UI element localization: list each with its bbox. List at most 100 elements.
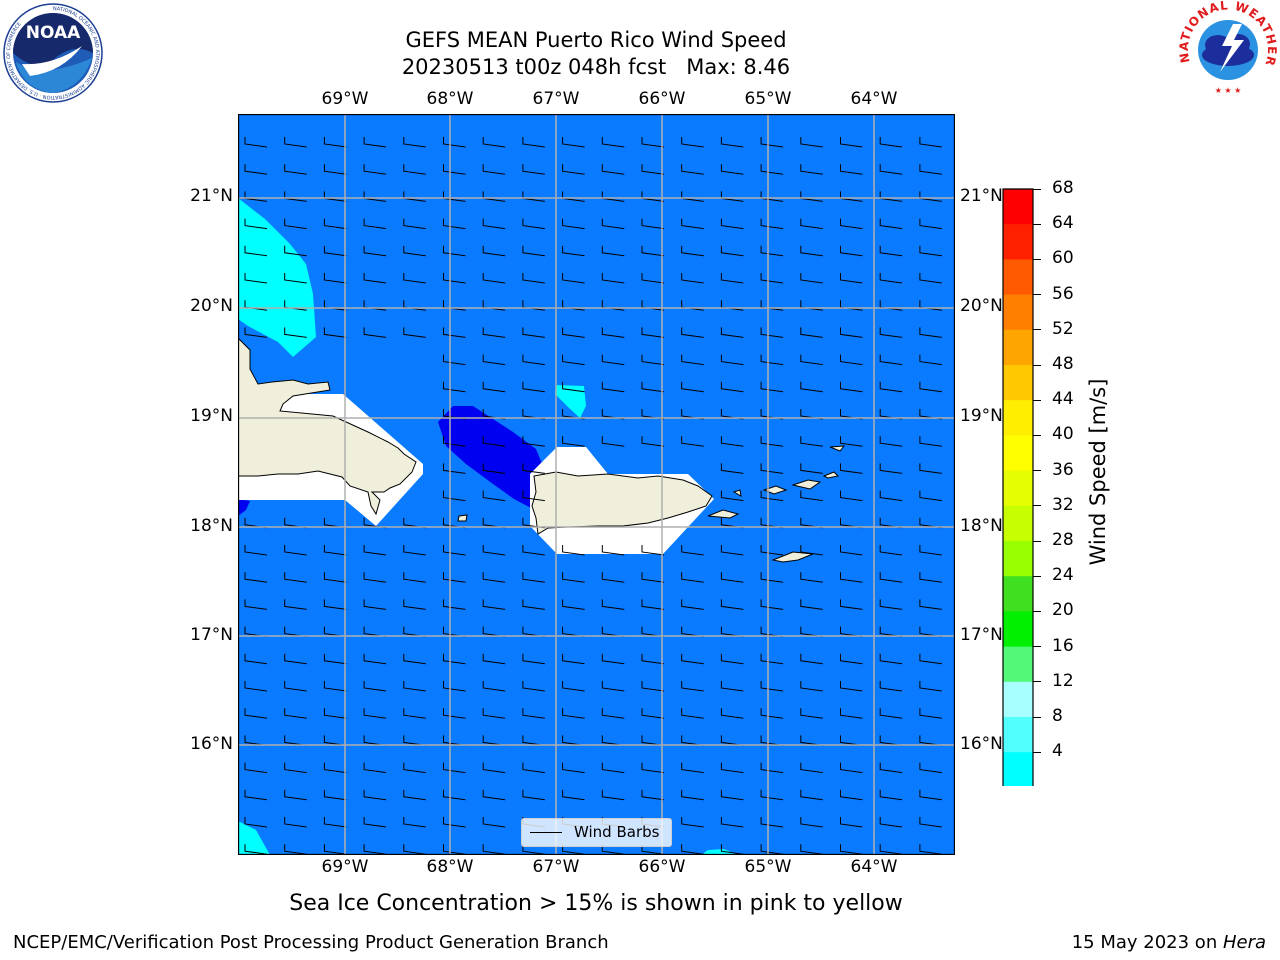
wind-barb (323, 789, 347, 801)
legend-label: Wind Barbs (574, 823, 660, 841)
wind-barb (601, 354, 625, 366)
wind-barb (919, 572, 942, 583)
wind-barb (919, 817, 942, 828)
wind-barb (244, 817, 268, 828)
wind-barb (443, 245, 466, 257)
lon-label-bottom-69w: 69°W (321, 857, 369, 877)
wind-barb (443, 381, 466, 393)
noaa-logo: NOAA NATIONAL OCEANIC AND ATMOSPHERIC AD… (3, 3, 103, 103)
wind-barb (879, 653, 903, 665)
colorbar-outline (1002, 188, 1034, 786)
wind-barb (363, 300, 387, 311)
colorbar-segment (1003, 435, 1033, 472)
wind-barb (363, 218, 387, 230)
wind-barb (522, 164, 545, 175)
wind-barb (840, 789, 863, 801)
anegada-island (829, 445, 846, 452)
wind-barb (641, 599, 665, 610)
lat-label-left-19n: 19°N (190, 406, 233, 426)
wind-barb (879, 327, 903, 338)
wind-barb (760, 844, 784, 855)
wind-barb (363, 708, 387, 719)
wind-barb (800, 599, 823, 610)
wind-barb (323, 708, 347, 719)
wind-barb (284, 844, 307, 855)
wind-barb (840, 572, 863, 583)
wind-barb (323, 164, 347, 175)
wind-barb (482, 708, 506, 719)
wind-barb (323, 572, 347, 583)
wind-barb (323, 599, 347, 610)
wind-barb (800, 354, 823, 366)
wind-barb (720, 137, 744, 148)
wind-barb (919, 218, 942, 230)
wind-barb (562, 164, 585, 175)
wind-barb (443, 599, 466, 610)
lon-label-top-64w: 64°W (850, 89, 898, 109)
wind-barb (720, 789, 744, 801)
wind-barb (443, 789, 466, 801)
colorbar-tick-label: 24 (1052, 565, 1074, 586)
wind-barb (363, 273, 387, 284)
wind-barb (562, 245, 585, 257)
wind-barb (641, 762, 665, 774)
wind-barb (323, 817, 347, 828)
wind-barb (244, 164, 268, 175)
wind-barb (641, 708, 665, 719)
wind-barb (363, 545, 387, 556)
wind-barb (641, 273, 665, 284)
wind-barb (601, 572, 625, 583)
wind-barb (681, 681, 704, 692)
wind-barb (244, 300, 268, 311)
wind-barb (641, 653, 665, 665)
wind-barb (681, 137, 704, 148)
wind-barb (522, 218, 545, 230)
wind-barb (760, 300, 784, 311)
colorbar-tick-mark (1033, 364, 1041, 366)
wind-barb (601, 300, 625, 311)
wind-barb (601, 653, 625, 665)
footer-branch: NCEP/EMC/Verification Post Processing Pr… (13, 932, 609, 953)
wind-barb (363, 245, 387, 257)
wind-barb (601, 137, 625, 148)
wind-barb (840, 708, 863, 719)
lon-label-top-69w: 69°W (321, 89, 369, 109)
wind-barb (760, 436, 784, 447)
colorbar-tick-mark (1033, 610, 1041, 612)
colorbar-segment (1003, 470, 1033, 507)
wind-barb (403, 245, 426, 257)
lat-label-left-20n: 20°N (190, 296, 233, 316)
wind-barb (562, 381, 585, 393)
mona-island (457, 514, 468, 522)
wind-barb (879, 490, 903, 502)
wind-barb (840, 681, 863, 692)
wind-barb (760, 599, 784, 610)
wind-barb (562, 354, 585, 366)
wind-barb (284, 572, 307, 583)
wind-barb (681, 789, 704, 801)
wind-barb (720, 817, 744, 828)
wind-barb (720, 245, 744, 257)
colorbar-tick-mark (1033, 258, 1041, 260)
lat-label-right-20n: 20°N (960, 296, 1003, 316)
wind-barb (879, 708, 903, 719)
wind-barb (879, 844, 903, 855)
wind-barb (522, 653, 545, 665)
wind-barb (840, 245, 863, 257)
wind-barb (403, 681, 426, 692)
wind-barb (760, 245, 784, 257)
wind-barb (760, 354, 784, 366)
wind-barb (800, 817, 823, 828)
wind-barb (800, 218, 823, 230)
wind-barb (562, 762, 585, 774)
wind-barb (919, 164, 942, 175)
wind-barb (879, 436, 903, 447)
wind-barb (482, 762, 506, 774)
wind-barb (443, 327, 466, 338)
wind-barb (840, 300, 863, 311)
wind-barb (760, 681, 784, 692)
footer-host: Hera (1222, 932, 1266, 953)
wind-barb (284, 245, 307, 257)
wind-barb (720, 327, 744, 338)
wind-barb (601, 436, 625, 447)
